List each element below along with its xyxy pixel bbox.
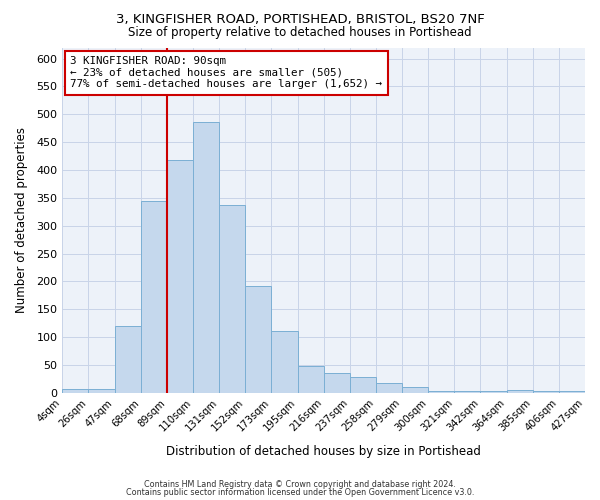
X-axis label: Distribution of detached houses by size in Portishead: Distribution of detached houses by size … [166,444,481,458]
Bar [481,391,506,393]
Bar [298,366,323,393]
Bar [219,204,245,393]
Bar [245,286,271,393]
Text: 3, KINGFISHER ROAD, PORTISHEAD, BRISTOL, BS20 7NF: 3, KINGFISHER ROAD, PORTISHEAD, BRISTOL,… [116,12,484,26]
Bar [193,122,219,393]
Text: Contains public sector information licensed under the Open Government Licence v3: Contains public sector information licen… [126,488,474,497]
Bar [533,391,559,393]
Bar [350,378,376,393]
Text: 3 KINGFISHER ROAD: 90sqm
← 23% of detached houses are smaller (505)
77% of semi-: 3 KINGFISHER ROAD: 90sqm ← 23% of detach… [70,56,382,90]
Bar [167,160,193,393]
Bar [428,391,454,393]
Bar [454,391,481,393]
Bar [376,383,402,393]
Bar [506,390,533,393]
Bar [88,389,115,393]
Bar [559,391,585,393]
Y-axis label: Number of detached properties: Number of detached properties [15,127,28,313]
Text: Contains HM Land Registry data © Crown copyright and database right 2024.: Contains HM Land Registry data © Crown c… [144,480,456,489]
Text: Size of property relative to detached houses in Portishead: Size of property relative to detached ho… [128,26,472,39]
Bar [141,200,167,393]
Bar [323,374,350,393]
Bar [402,388,428,393]
Bar [62,389,88,393]
Bar [115,326,141,393]
Bar [271,330,298,393]
